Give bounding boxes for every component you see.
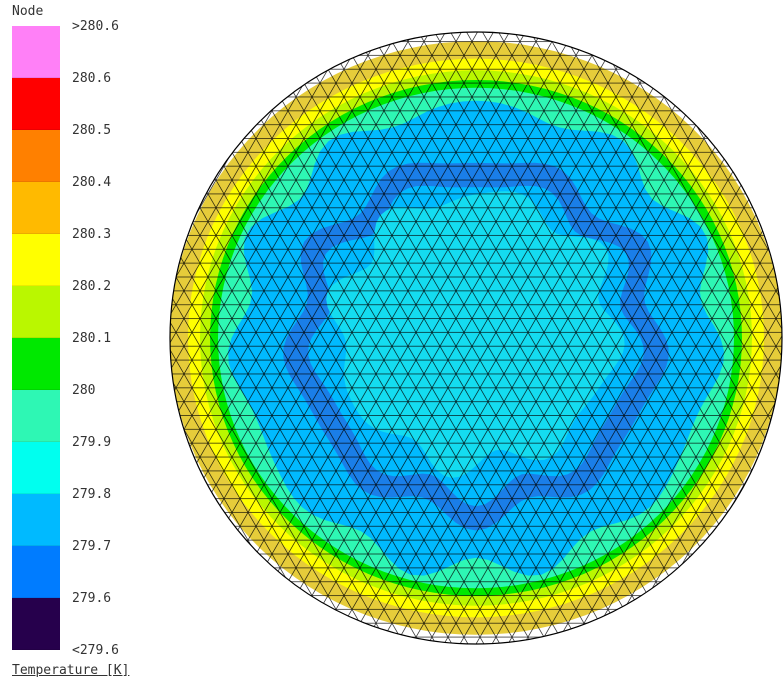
- mesh-overlay: [170, 32, 782, 644]
- legend-label: 280: [72, 383, 96, 398]
- legend-label: >280.6: [72, 19, 119, 34]
- legend-swatch: [12, 390, 60, 442]
- legend-swatch: [12, 442, 60, 494]
- legend-label: 280.4: [72, 175, 112, 190]
- legend-label: 279.9: [72, 435, 112, 450]
- disc-outline: [169, 31, 783, 645]
- legend-swatch: [12, 546, 60, 598]
- legend-swatch: [12, 26, 60, 78]
- legend-label: 280.1: [72, 331, 112, 346]
- legend-swatch: [12, 130, 60, 182]
- legend-swatch: [12, 182, 60, 234]
- legend-color-scale: [12, 26, 60, 650]
- legend-label: 279.6: [72, 591, 112, 606]
- legend-footer: Temperature [K]: [12, 663, 130, 678]
- legend-label: 280.6: [72, 71, 112, 86]
- legend-label: 279.7: [72, 539, 112, 554]
- legend-label: 280.3: [72, 227, 112, 242]
- legend-header: Node: [12, 4, 44, 19]
- legend-swatch: [12, 494, 60, 546]
- legend-swatch: [12, 234, 60, 286]
- legend-label: <279.6: [72, 643, 119, 658]
- legend-swatch: [12, 338, 60, 390]
- legend-swatch: [12, 286, 60, 338]
- legend-swatch: [12, 598, 60, 650]
- legend-label: 280.5: [72, 123, 112, 138]
- legend-label: 280.2: [72, 279, 112, 294]
- legend-label: 279.8: [72, 487, 112, 502]
- legend-swatch: [12, 78, 60, 130]
